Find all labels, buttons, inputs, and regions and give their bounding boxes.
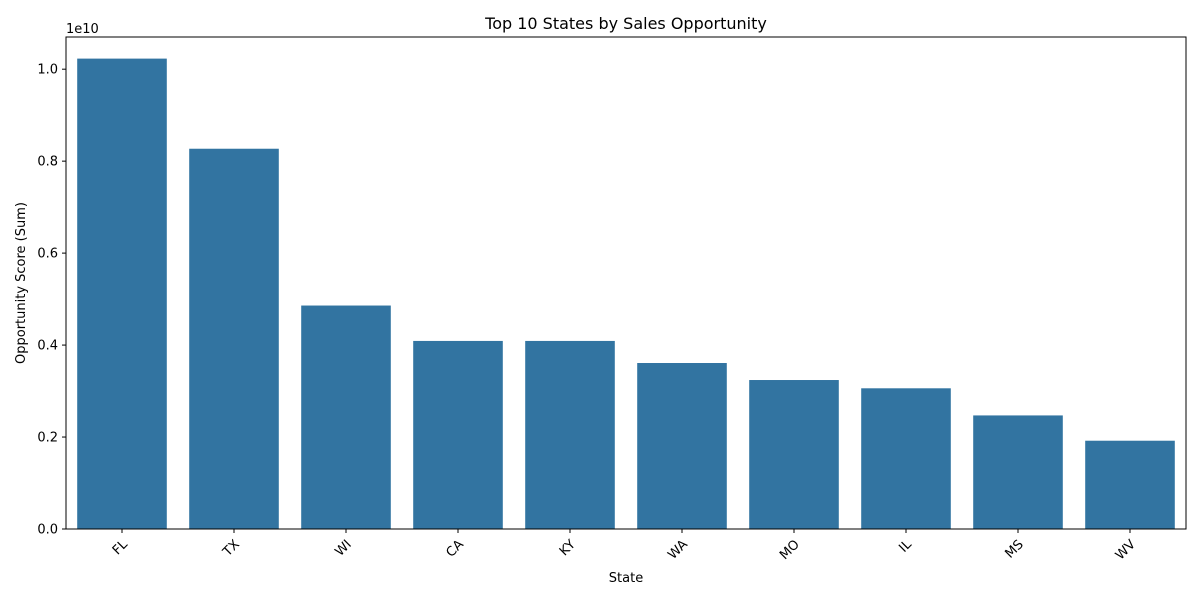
x-tick-label-wi: WI [332, 537, 354, 559]
x-tick-label-ms: MS [1002, 537, 1026, 561]
x-tick-label-wv: WV [1113, 537, 1139, 563]
bars-group [77, 58, 1175, 530]
x-tick-label-ca: CA [444, 537, 467, 560]
chart-title: Top 10 States by Sales Opportunity [484, 14, 767, 33]
y-tick-label: 1.0 [37, 63, 58, 78]
plot-area-frame [65, 36, 1187, 530]
y-axis-ticks: 0.0 0.2 0.4 0.6 0.8 1.0 [37, 63, 66, 538]
y-tick-label: 0.0 [37, 523, 58, 538]
bar-wi [301, 305, 391, 529]
x-tick-label-fl: FL [110, 537, 132, 559]
bar-fl [77, 58, 167, 530]
x-tick-label-tx: TX [220, 537, 243, 560]
x-tick-label-mo: MO [777, 537, 803, 563]
y-tick-label: 0.2 [37, 431, 58, 446]
y-axis-offset-label: 1e10 [66, 22, 99, 37]
x-tick-label-il: IL [896, 537, 915, 556]
bar-wv [1085, 440, 1175, 529]
bar-wa [637, 363, 727, 529]
bar-il [861, 388, 951, 529]
y-tick-label: 0.4 [37, 339, 58, 354]
bar-mo [749, 380, 839, 529]
y-tick-label: 0.8 [37, 155, 58, 170]
y-tick-label: 0.6 [37, 247, 58, 262]
bar-tx [189, 148, 279, 530]
bar-ms [973, 415, 1063, 529]
bar-ca [413, 340, 503, 529]
x-axis-ticks: FL TX WI CA KY WA MO IL MS WV [110, 529, 1139, 563]
x-tick-label-wa: WA [665, 537, 691, 563]
x-axis-title: State [609, 571, 643, 586]
bar-ky [525, 340, 615, 529]
y-axis-title: Opportunity Score (Sum) [14, 202, 29, 364]
x-tick-label-ky: KY [557, 537, 579, 559]
